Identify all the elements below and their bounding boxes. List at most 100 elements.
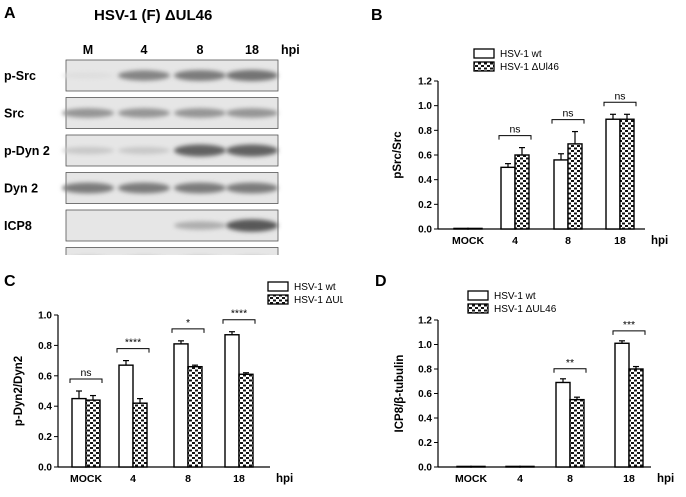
panel-label-b: B [371, 7, 383, 24]
x-tick-label: 4 [130, 473, 136, 485]
y-axis-label: pSrc/Src [392, 131, 404, 179]
bar-mutant [519, 465, 535, 468]
bar-wt [553, 159, 569, 230]
legend-label: HSV-1 wt [294, 282, 336, 293]
blot-band [226, 69, 278, 82]
significance-label: * [186, 317, 190, 329]
panel-label-d: D [375, 273, 387, 290]
significance-label: ns [509, 124, 520, 136]
blot-band [118, 108, 170, 118]
significance-label: ns [562, 108, 573, 120]
y-tick-label: 0.0 [38, 463, 52, 474]
y-tick-label: 1.0 [38, 311, 52, 322]
significance-bracket [171, 328, 205, 333]
bar-mutant [569, 398, 585, 468]
x-tick-label: 8 [185, 473, 191, 485]
x-axis-label: hpi [276, 473, 293, 485]
blot-band [62, 108, 114, 118]
bar-mutant [187, 365, 203, 468]
blot-band [226, 182, 278, 194]
legend-swatch-mutant [267, 294, 289, 305]
significance-bracket [222, 319, 256, 324]
bar-wt [555, 381, 571, 468]
bar-mutant [470, 465, 486, 468]
bar-mutant [467, 227, 483, 230]
x-tick-label: 18 [233, 473, 245, 485]
panel-b: B 0.0 0.2 0.4 0.6 0.8 1.0 1.2 pSrc/Src MOCK 4 ns 8 n… [343, 0, 686, 255]
x-tick-label: MOCK [452, 235, 484, 247]
bar-mutant [514, 154, 530, 230]
significance-label: ns [614, 90, 625, 102]
bar-wt [505, 465, 521, 468]
x-tick-label: 4 [517, 473, 523, 485]
bar-wt [71, 397, 87, 468]
legend-label: HSV-1 wt [494, 291, 536, 302]
blot-band [62, 72, 114, 79]
y-tick-label: 0.8 [38, 341, 52, 352]
y-tick-label: 0.6 [418, 151, 432, 162]
significance-label: ns [80, 367, 91, 379]
panel-a: A HSV-1 (F) ΔUL46 M 4 8 18 hpi p-Src Src p… [0, 0, 300, 279]
y-tick-label: 0.0 [418, 225, 432, 236]
bar-mutant [567, 143, 583, 230]
blot-strip [65, 247, 279, 279]
y-axis-label: ICP8/β-tubulin [394, 355, 406, 433]
y-tick-label: 0.2 [418, 438, 432, 449]
blot-band [62, 182, 114, 194]
x-axis-label: hpi [651, 235, 668, 247]
x-tick-label: MOCK [455, 473, 487, 485]
lane-label: M [83, 43, 93, 57]
panel-label-c: C [4, 273, 16, 290]
y-tick-label: 1.0 [418, 340, 432, 351]
bar-wt [224, 334, 240, 468]
blot-band [62, 146, 114, 155]
y-tick-label: 0.2 [38, 432, 52, 443]
blot-band [174, 70, 226, 81]
significance-label: **** [125, 337, 141, 349]
legend-label: HSV-1 ΔUL46 [294, 295, 343, 306]
bar-wt [605, 118, 621, 230]
bar-mutant [132, 402, 148, 468]
legend-swatch-wt [267, 281, 289, 292]
blot-row-label: ICP8 [4, 219, 32, 233]
western-blot: A HSV-1 (F) ΔUL46 M 4 8 18 hpi p-Src Src p… [4, 5, 300, 279]
blot-band [174, 182, 226, 194]
legend-label: HSV-1 ΔUL46 [494, 304, 557, 315]
blot-band [226, 219, 278, 232]
blot-band [174, 221, 226, 230]
chart-c: C 0.00.20.40.60.81.0p-Dyn2/Dyn2MOCKns4**… [4, 273, 357, 485]
significance-label: **** [231, 308, 247, 320]
significance-bracket [116, 348, 150, 353]
y-tick-label: 0.0 [418, 463, 432, 474]
blot-band [226, 144, 278, 157]
x-tick-label: 4 [512, 235, 518, 247]
blot-row-label: p-Dyn 2 [4, 144, 50, 158]
legend-swatch-mutant [473, 61, 495, 72]
lane-label: 4 [141, 43, 148, 57]
significance-bracket [551, 119, 585, 124]
blot-band [118, 70, 170, 81]
chart-b: B 0.0 0.2 0.4 0.6 0.8 1.0 1.2 pSrc/Src MOCK 4 ns 8 n… [371, 7, 668, 247]
y-tick-label: 0.8 [418, 365, 432, 376]
bar-wt [614, 342, 630, 468]
x-tick-label: 18 [614, 235, 626, 247]
panel-label-a: A [4, 5, 16, 22]
significance-bracket [603, 101, 637, 107]
blot-band [118, 182, 170, 194]
bar-wt [500, 166, 516, 230]
panel-d: D 0.0 0.2 0.4 0.6 0.8 1.0 1.2 ICP8/β-tubulin MOC… [343, 262, 686, 492]
significance-bracket [612, 330, 646, 335]
bar-wt [456, 465, 472, 468]
significance-label: ** [566, 357, 574, 369]
y-tick-label: 1.0 [418, 101, 432, 112]
y-tick-label: 1.2 [418, 77, 432, 88]
y-tick-label: 0.2 [418, 200, 432, 211]
lane-label: 18 [245, 43, 259, 57]
y-tick-label: 0.4 [418, 175, 432, 186]
panel-c: C 0.0 0.2 0.4 0.6 0.8 1.0 p-Dyn2/Dyn2 MOCK ns 4 **… [0, 262, 357, 492]
y-tick-label: 1.2 [418, 316, 432, 327]
bar-mutant [238, 373, 254, 468]
blot-band [174, 108, 226, 118]
x-tick-label: 18 [623, 473, 635, 485]
significance-bracket [498, 135, 532, 140]
